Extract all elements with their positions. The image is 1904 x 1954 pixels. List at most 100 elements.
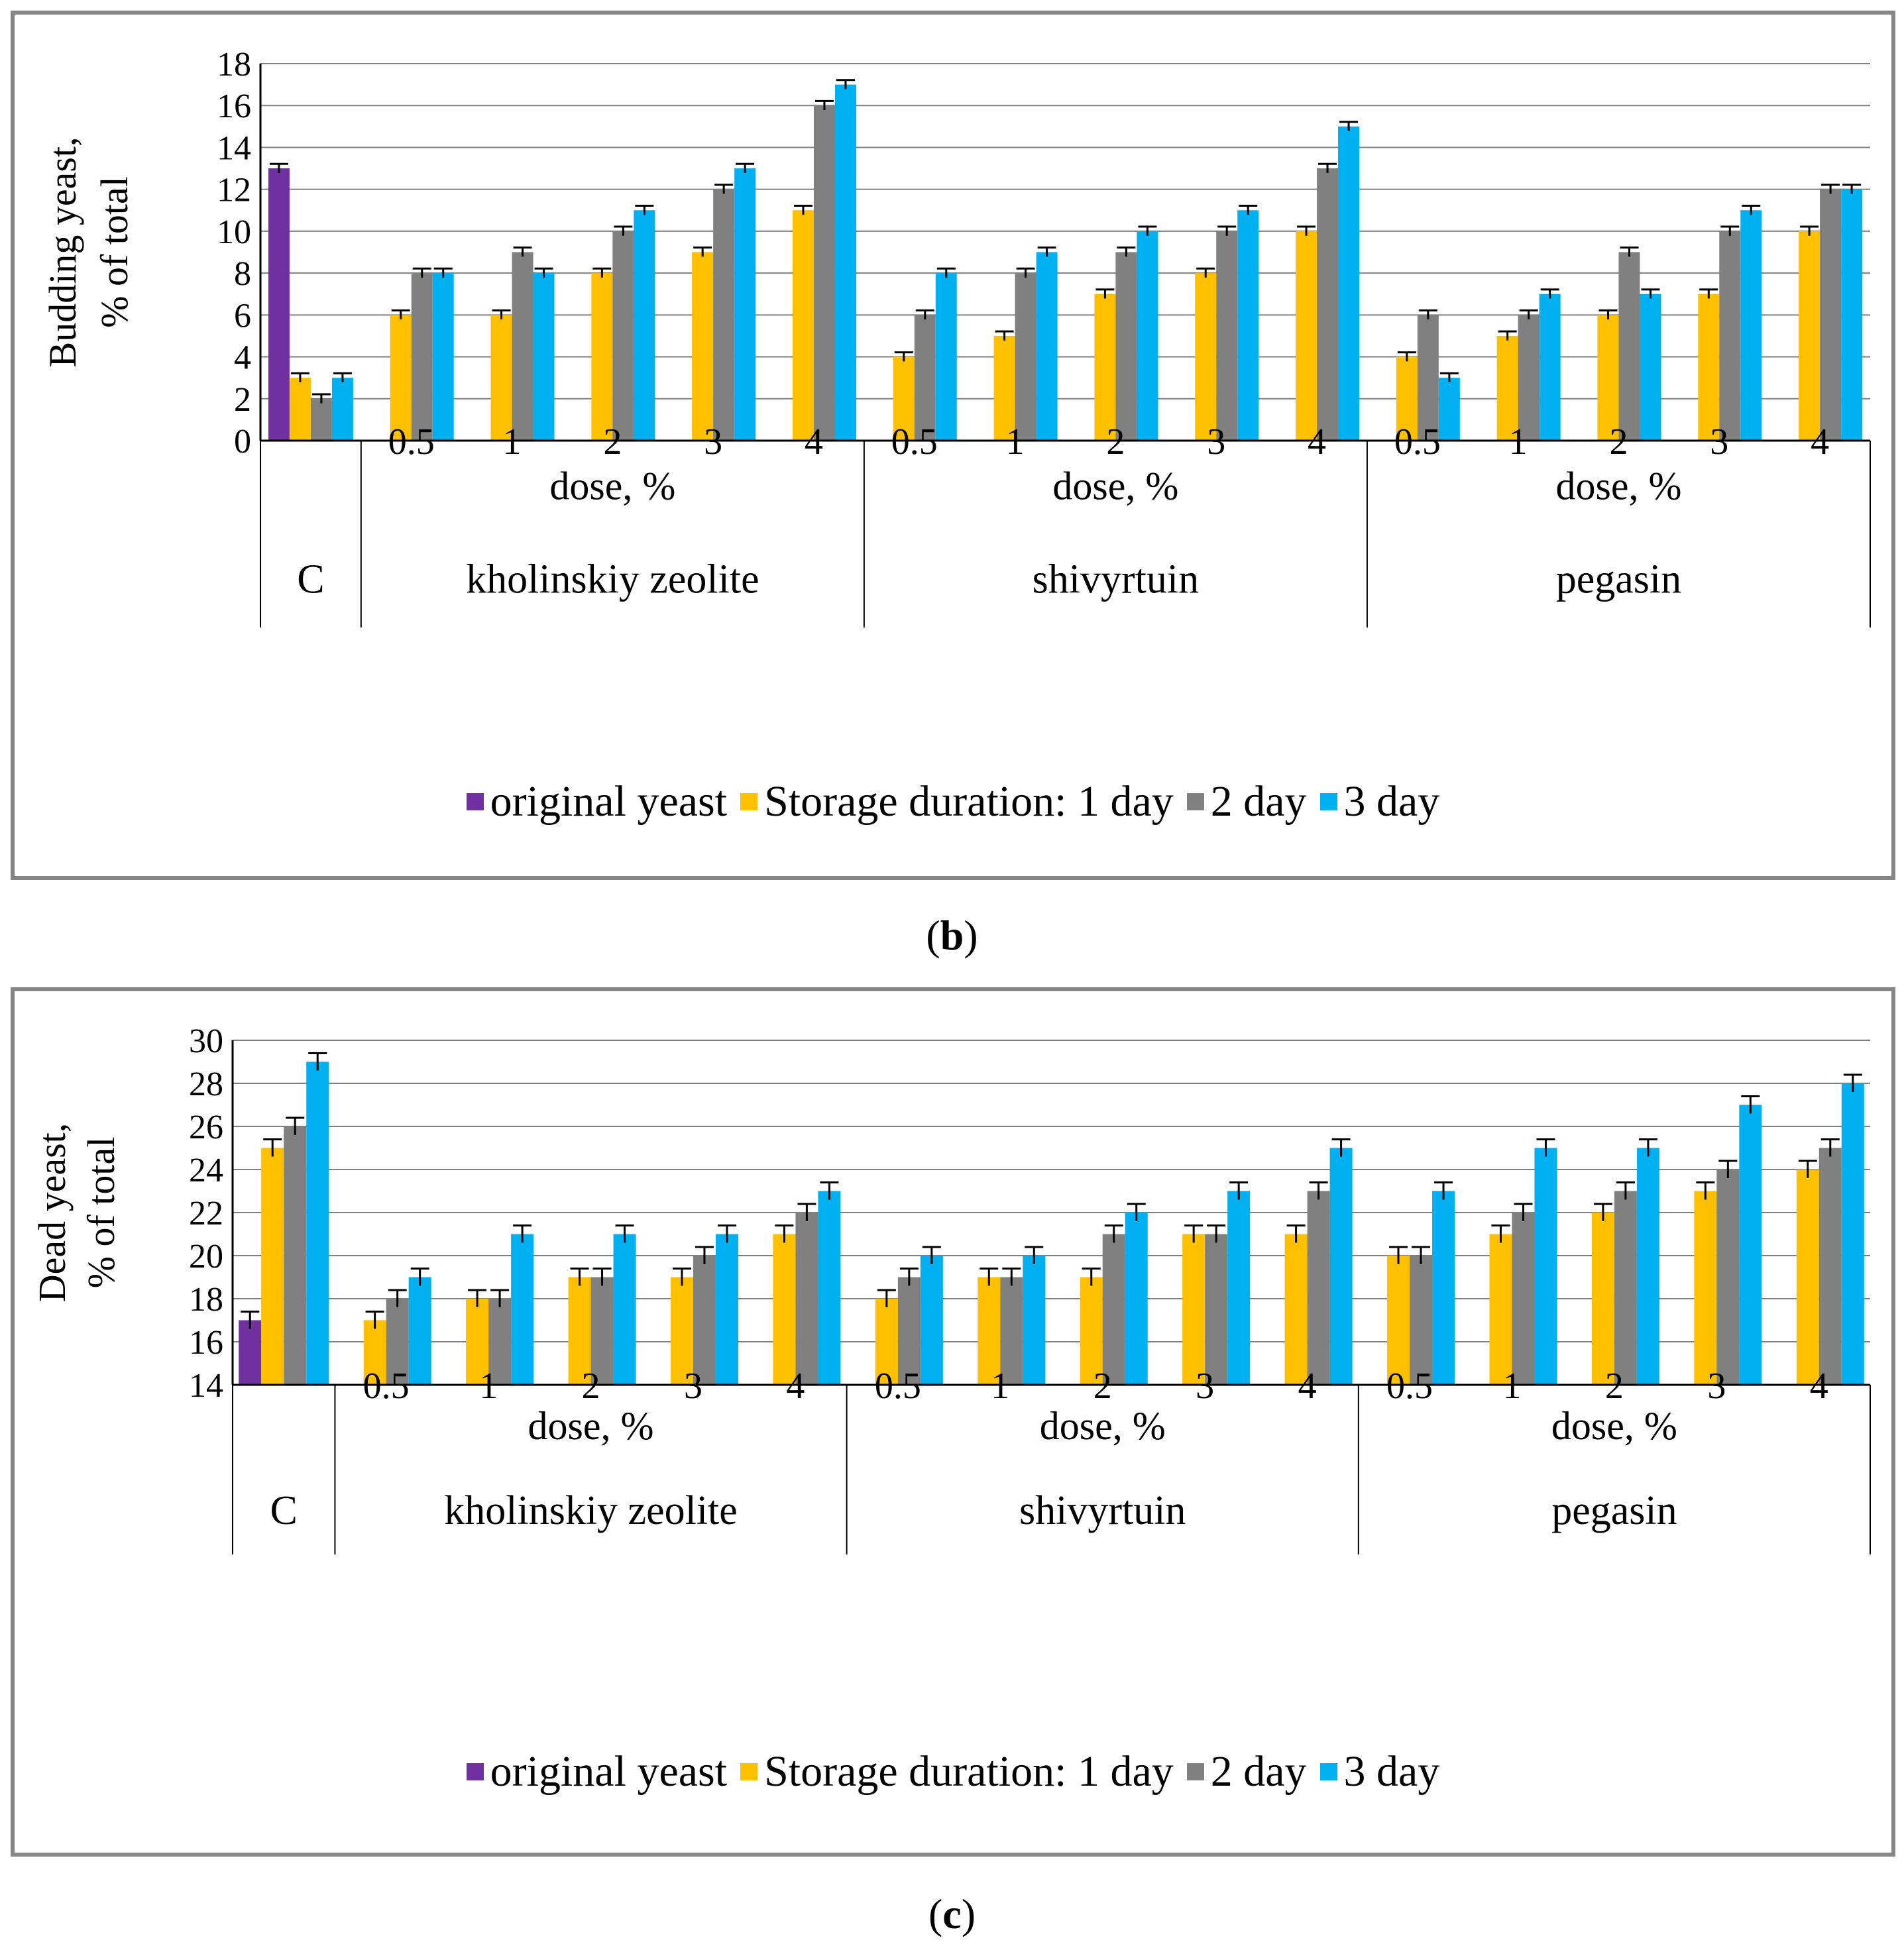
y-tick-label: 12 (217, 172, 251, 209)
caption-c: (c) (928, 1890, 976, 1937)
y-tick-label: 14 (189, 1367, 223, 1405)
bar-day1 (1195, 273, 1217, 441)
dose-axis-label: dose, % (549, 464, 675, 508)
dose-tick-label: 1 (503, 421, 522, 462)
y-tick-label: 14 (217, 129, 251, 167)
y-axis-title-line2: % of total (80, 1137, 123, 1289)
bar-day1 (773, 1234, 796, 1385)
dose-axis-label: dose, % (1551, 1404, 1677, 1448)
bar-day3 (834, 84, 856, 441)
bar-day3 (533, 273, 555, 441)
legend-item-day1: Storage duration: 1 day (740, 777, 1174, 827)
bar-day1 (1094, 294, 1116, 441)
legend-item-day2: 2 day (1186, 1747, 1307, 1797)
dose-tick-label: 2 (1605, 1366, 1624, 1407)
bar-day3 (1329, 1148, 1353, 1385)
bar-day3 (920, 1256, 943, 1385)
group-label: kholinskiy zeolite (444, 1488, 738, 1533)
bar-day2 (1102, 1234, 1125, 1385)
bar-day2 (1410, 1256, 1433, 1385)
bar-day3 (1740, 210, 1762, 441)
y-tick-label: 20 (189, 1238, 223, 1276)
bar-day1 (792, 210, 814, 441)
bar-day3 (1137, 231, 1158, 441)
y-axis-title-line2: % of total (93, 176, 136, 328)
bar-day2 (1716, 1169, 1740, 1385)
bar-day3 (1438, 378, 1460, 441)
bar-day1 (692, 252, 714, 441)
dose-tick-label: 4 (786, 1366, 805, 1407)
bar-day2 (488, 1299, 512, 1385)
legend-swatch-original (466, 793, 484, 810)
bar-day1 (1796, 1169, 1819, 1385)
bar-day2 (612, 231, 634, 441)
dose-tick-label: 2 (582, 1366, 600, 1407)
dose-tick-label: 3 (1707, 1366, 1726, 1407)
y-tick-label: 16 (217, 87, 251, 125)
y-tick-label: 18 (217, 46, 251, 83)
legend-label-original: original yeast (490, 777, 728, 826)
group-label: kholinskiy zeolite (466, 557, 759, 602)
legend-swatch-day3 (1319, 1763, 1337, 1780)
bar-day2 (1819, 1148, 1842, 1385)
bar-day3 (734, 168, 756, 441)
dose-tick-label: 4 (1308, 421, 1326, 462)
bar-day1 (893, 356, 915, 441)
bar-day1 (1597, 315, 1619, 441)
y-tick-label: 10 (217, 213, 251, 251)
y-axis-title-line1: Budding yeast, (41, 137, 84, 368)
bar-day2 (1205, 1234, 1228, 1385)
dose-tick-label: 2 (1609, 421, 1628, 462)
bar-day2 (897, 1277, 921, 1385)
group-label: shivyrtuin (1033, 557, 1199, 602)
legend-swatch-day3 (1319, 793, 1337, 810)
control-label: C (297, 557, 324, 602)
group-label: pegasin (1551, 1488, 1677, 1533)
y-axis-title-line1: Dead yeast, (30, 1123, 74, 1303)
bar-control-day2 (284, 1126, 307, 1385)
chart-panel-c: 14 16 18 20 22 24 26 28 30 Dead yeast,% of total 0… (11, 987, 1895, 1857)
legend-label-day1: Storage duration: 1 day (764, 777, 1174, 826)
bar-day1 (568, 1277, 591, 1385)
dose-tick-label: 1 (1509, 421, 1528, 462)
y-tick-label: 8 (234, 255, 251, 293)
dose-tick-label: 0.5 (363, 1366, 410, 1407)
y-tick-label: 24 (189, 1152, 223, 1189)
dose-axis-label: dose, % (1555, 464, 1681, 508)
bar-day1 (363, 1320, 386, 1385)
y-tick-label: 28 (189, 1065, 223, 1103)
bar-day2 (1000, 1277, 1023, 1385)
legend-item-original: original yeast (466, 777, 728, 827)
bar-control-original (239, 1320, 262, 1385)
bar-day1 (1284, 1234, 1308, 1385)
dose-axis-label: dose, % (1052, 464, 1178, 508)
dose-tick-label: 3 (1196, 1366, 1214, 1407)
bar-control-original (268, 168, 290, 441)
bar-day3 (1534, 1148, 1557, 1385)
legend-item-day1: Storage duration: 1 day (740, 1747, 1174, 1797)
caption-b: (b) (926, 912, 978, 959)
legend-swatch-original (466, 1763, 484, 1780)
bar-day2 (1216, 231, 1238, 441)
bar-day3 (634, 210, 655, 441)
bar-control-day1 (289, 378, 311, 441)
legend-label-day1: Storage duration: 1 day (764, 1747, 1174, 1796)
bar-day3 (1338, 126, 1360, 441)
legend-swatch-day1 (740, 793, 758, 810)
bar-day1 (1698, 294, 1720, 441)
bar-day1 (1694, 1191, 1717, 1385)
bar-day2 (693, 1256, 716, 1385)
bar-day2 (1015, 273, 1036, 441)
bar-day3 (1036, 252, 1058, 441)
dose-tick-label: 2 (1106, 421, 1125, 462)
dose-tick-label: 4 (805, 421, 823, 462)
bar-day3 (1841, 1083, 1864, 1385)
bar-day3 (1636, 1148, 1659, 1385)
bar-day1 (1182, 1234, 1205, 1385)
bar-day2 (795, 1213, 818, 1385)
legend-item-day3: 3 day (1319, 777, 1439, 827)
bar-day1 (1396, 356, 1418, 441)
bar-day2 (590, 1277, 614, 1385)
dose-axis-label: dose, % (1040, 1404, 1166, 1448)
dose-tick-label: 1 (1006, 421, 1025, 462)
